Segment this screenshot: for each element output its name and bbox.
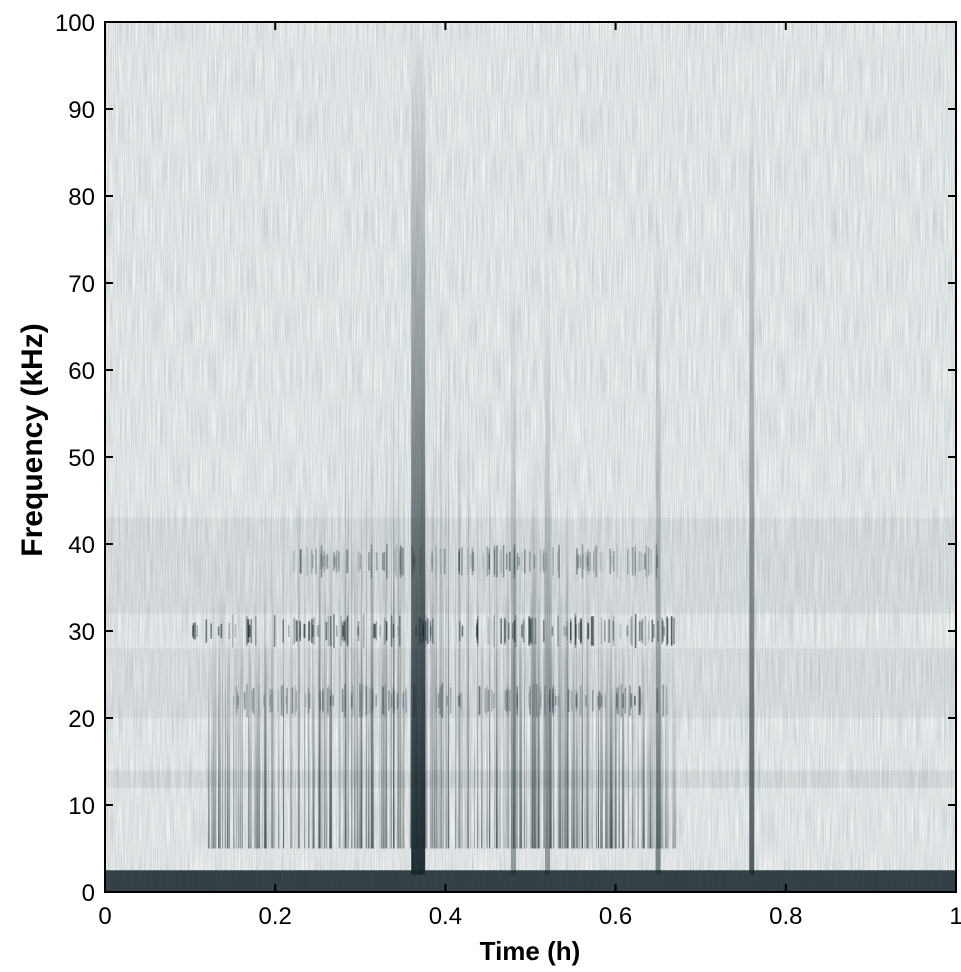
x-tick-label: 1 xyxy=(949,903,961,930)
y-tick-label: 20 xyxy=(68,706,95,733)
x-tick-label: 0.8 xyxy=(769,903,802,930)
noise-texture xyxy=(105,22,956,892)
y-tick-label: 40 xyxy=(68,532,95,559)
x-tick-label: 0.2 xyxy=(259,903,292,930)
x-axis-label: Time (h) xyxy=(480,936,581,966)
y-tick-label: 70 xyxy=(68,271,95,298)
x-tick-label: 0.4 xyxy=(429,903,462,930)
x-tick-label: 0 xyxy=(98,903,111,930)
y-tick-label: 50 xyxy=(68,445,95,472)
x-axis: 0 0.2 0.4 0.6 0.8 1 xyxy=(98,22,961,930)
y-tick-label: 100 xyxy=(55,10,95,37)
plot-area xyxy=(104,21,957,893)
y-axis-label: Frequency (kHz) xyxy=(16,323,49,556)
y-tick-label: 80 xyxy=(68,184,95,211)
y-tick-label: 90 xyxy=(68,97,95,124)
x-tick-label: 0.6 xyxy=(599,903,632,930)
y-tick-label: 10 xyxy=(68,793,95,820)
y-tick-label: 30 xyxy=(68,619,95,646)
y-tick-label: 0 xyxy=(82,880,95,907)
y-axis: 0 10 20 30 40 50 60 70 80 90 100 xyxy=(55,10,956,907)
spectrogram-heatmap xyxy=(105,22,956,892)
y-tick-label: 60 xyxy=(68,358,95,385)
